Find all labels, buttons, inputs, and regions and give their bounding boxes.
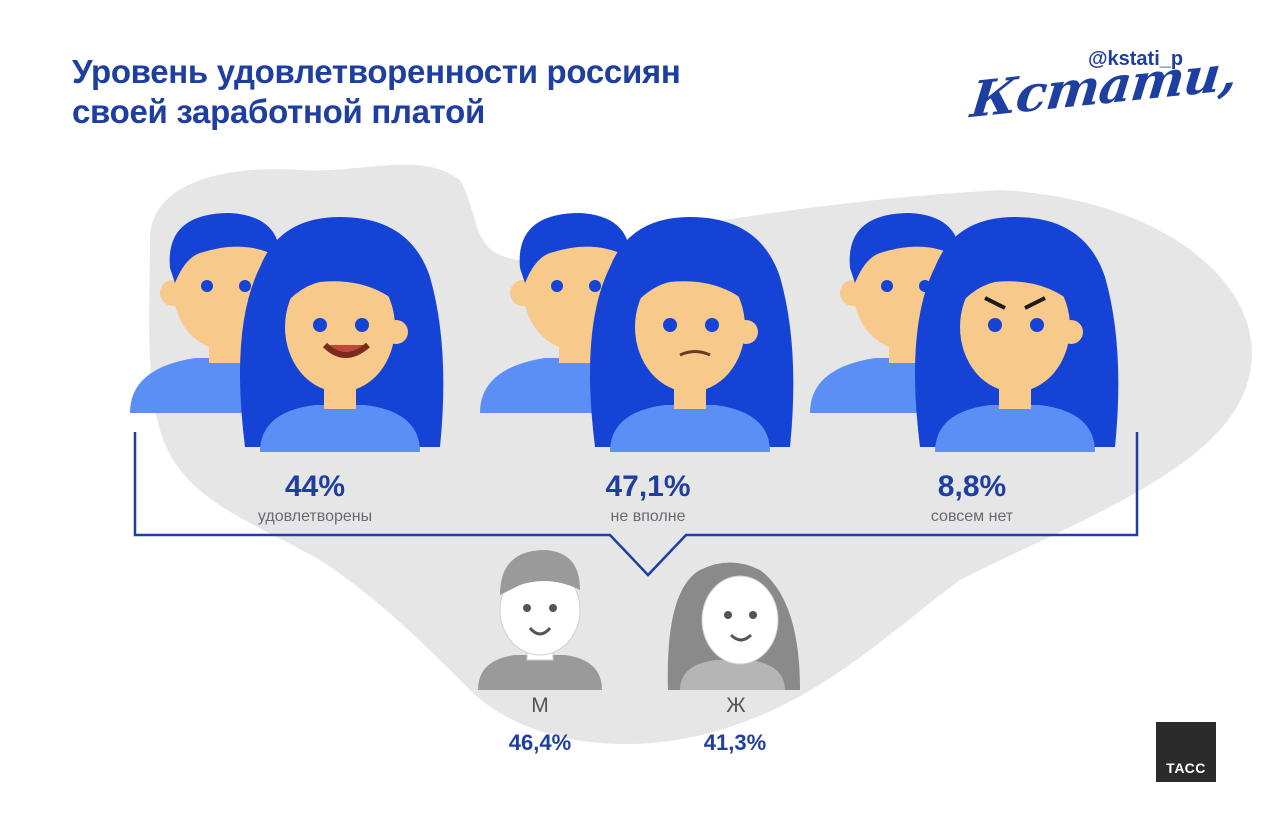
unsatisfied-woman-icon xyxy=(915,217,1119,452)
female-label: Ж xyxy=(726,694,746,717)
satisfied-woman-icon xyxy=(240,217,444,452)
male-label: М xyxy=(531,694,549,717)
gray-woman-icon xyxy=(667,562,800,690)
male-percent: 46,4% xyxy=(508,730,572,755)
gray-man-icon xyxy=(478,550,602,690)
unsatisfied-label: совсем нет xyxy=(930,508,1014,525)
title-line-2: своей заработной платой xyxy=(72,93,485,130)
partially-percent: 47,1% xyxy=(605,470,691,503)
partially-label: не вполне xyxy=(610,508,686,525)
satisfied-percent: 44% xyxy=(284,470,346,503)
tass-logo: ТАСС xyxy=(1156,722,1216,782)
neutral-woman-icon xyxy=(590,217,794,452)
female-percent: 41,3% xyxy=(703,730,767,755)
social-handle: @kstati_p xyxy=(1088,48,1184,70)
page-title: Уровень удовлетворенности россиян своей … xyxy=(72,52,681,132)
bracket-line xyxy=(133,432,1139,577)
title-line-1: Уровень удовлетворенности россиян xyxy=(72,53,681,90)
unsatisfied-percent: 8,8% xyxy=(937,470,1007,503)
satisfied-label: удовлетворены xyxy=(257,508,373,525)
